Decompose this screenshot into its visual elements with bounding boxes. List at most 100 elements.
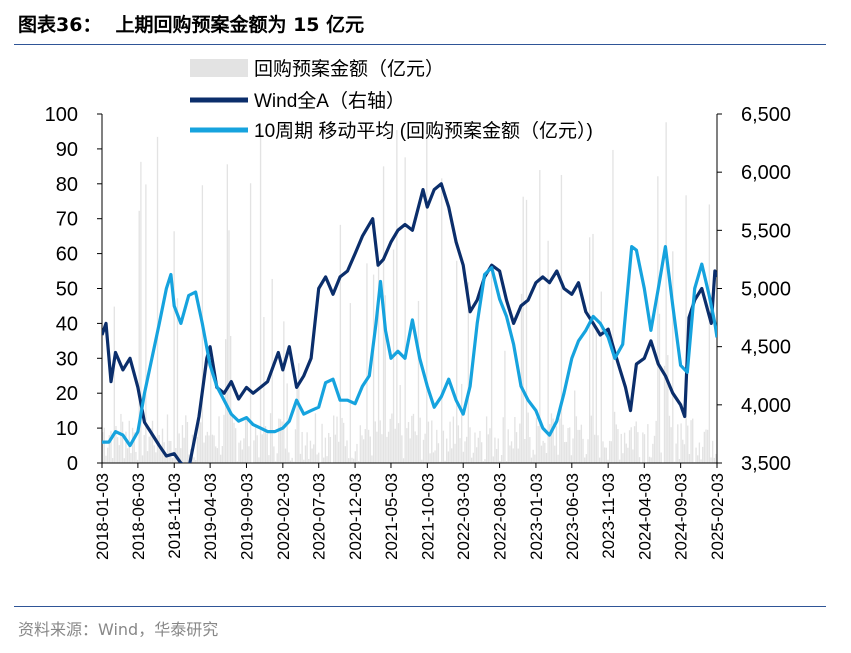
bar-mark — [598, 457, 601, 463]
bar-mark — [446, 438, 448, 463]
bar-mark — [698, 442, 701, 463]
bar-mark — [273, 446, 275, 463]
bar-mark — [369, 436, 371, 463]
bar-mark — [515, 432, 518, 463]
bar-mark — [683, 444, 686, 463]
bar-mark — [364, 429, 366, 463]
right-tick-label: 4,000 — [741, 395, 791, 417]
bar-mark — [441, 178, 443, 463]
chart: 0 10 20 30 40 50 60 70 80 90 100 3,500 4,000 4,500 5,0… — [45, 58, 791, 560]
bar-mark — [510, 441, 513, 463]
bar-mark — [690, 420, 692, 463]
bar-mark — [406, 428, 408, 463]
bar-mark — [451, 448, 453, 463]
bar-mark — [407, 422, 410, 463]
bar-mark — [677, 424, 679, 463]
bar-mark — [535, 417, 538, 463]
bar-mark — [205, 435, 207, 463]
bar-mark — [185, 415, 187, 463]
bar-mark — [532, 449, 534, 463]
bar-mark — [668, 415, 671, 463]
bar-mark — [303, 459, 305, 463]
bar-mark — [304, 445, 307, 463]
bar-mark — [379, 420, 381, 463]
bar-mark — [228, 230, 230, 463]
bar-mark — [507, 429, 509, 463]
bar-mark — [697, 455, 699, 463]
bar-mark — [284, 448, 287, 463]
bar-mark — [278, 418, 280, 463]
bar-mark — [514, 416, 516, 463]
bar-mark — [203, 442, 205, 463]
bar-mark — [357, 461, 360, 463]
bar-mark — [283, 321, 285, 463]
bar-mark — [218, 416, 220, 463]
bar-mark — [484, 459, 486, 463]
bar-mark — [549, 424, 551, 463]
figure-title: 图表36： 上期回购预案金额为 15 亿元 — [18, 10, 364, 37]
left-tick-label: 20 — [56, 383, 78, 405]
bar-mark — [102, 432, 104, 463]
bar-mark — [316, 454, 318, 463]
bar-mark — [258, 457, 260, 463]
left-tick-label: 100 — [45, 104, 78, 126]
bar-mark — [259, 129, 262, 463]
bar-mark — [647, 424, 649, 463]
bar-mark — [442, 430, 445, 463]
left-tick-label: 70 — [56, 209, 78, 231]
bar-mark — [121, 421, 124, 463]
bar-mark — [294, 429, 297, 463]
bar-mark — [657, 176, 659, 463]
bar-mark — [116, 437, 119, 463]
source-note: 资料来源：Wind，华泰研究 — [18, 620, 219, 639]
bar-mark — [617, 429, 619, 463]
bar-mark — [223, 414, 225, 463]
bar-mark — [135, 451, 137, 463]
bar-mark — [434, 450, 436, 463]
bar-mark — [703, 431, 706, 463]
bar-mark — [547, 240, 549, 463]
bar-mark — [180, 448, 182, 463]
bar-mark — [136, 459, 139, 463]
bar-mark — [126, 448, 129, 463]
bar-mark — [529, 437, 531, 463]
bar-mark — [143, 435, 145, 463]
bar-mark — [208, 435, 210, 463]
bar-mark — [339, 224, 342, 463]
bar-mark — [625, 443, 627, 463]
bar-mark — [678, 459, 681, 463]
bar-mark — [628, 430, 631, 463]
bar-mark — [602, 441, 604, 463]
bar-mark — [246, 416, 248, 463]
bar-mark — [603, 447, 606, 463]
bar-mark — [419, 417, 421, 463]
bar-mark — [464, 441, 466, 463]
bar-mark — [715, 453, 717, 463]
bar-mark — [457, 425, 460, 463]
bar-mark — [680, 423, 682, 463]
bar-mark — [416, 435, 418, 463]
bar-mark — [495, 448, 498, 463]
bar-mark — [574, 390, 576, 463]
bar-mark — [321, 423, 323, 463]
bar-mark — [236, 461, 238, 463]
bar-mark — [374, 421, 376, 463]
bar-mark — [311, 448, 313, 463]
bar-mark — [226, 164, 228, 464]
bar-mark — [660, 452, 662, 463]
bar-mark — [351, 457, 353, 463]
bar-mark — [348, 458, 350, 463]
bar-mark — [527, 412, 529, 463]
bar-mark — [585, 454, 588, 463]
bar-mark — [632, 449, 634, 463]
bar-mark — [412, 413, 415, 463]
bar-mark — [589, 237, 591, 463]
left-tick-label: 60 — [56, 244, 78, 266]
bar-mark — [131, 427, 134, 463]
figure-label: 图表36： — [18, 14, 102, 36]
bar-mark — [597, 435, 599, 463]
bar-mark — [590, 415, 593, 463]
bar-mark — [376, 431, 378, 463]
x-tick-label: 2020-07-03 — [310, 473, 329, 560]
bar-mark — [193, 457, 195, 463]
